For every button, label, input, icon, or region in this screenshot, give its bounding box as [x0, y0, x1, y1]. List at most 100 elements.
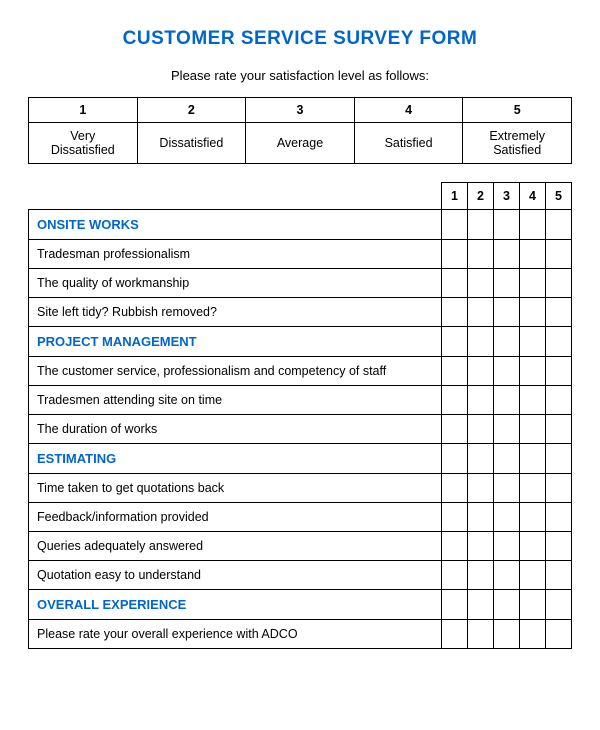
rating-cell[interactable]	[442, 269, 468, 298]
rating-cell[interactable]	[494, 240, 520, 269]
rating-cell[interactable]	[468, 357, 494, 386]
question-text: Feedback/information provided	[29, 503, 442, 532]
rating-cell[interactable]	[442, 532, 468, 561]
rating-cell[interactable]	[546, 298, 572, 327]
rating-cell[interactable]	[468, 474, 494, 503]
rating-cell[interactable]	[494, 357, 520, 386]
rating-cell[interactable]	[520, 503, 546, 532]
rating-cell[interactable]	[442, 357, 468, 386]
col-header-3: 3	[494, 183, 520, 210]
col-header-5: 5	[546, 183, 572, 210]
rating-cell[interactable]	[468, 386, 494, 415]
rating-cell[interactable]	[546, 210, 572, 240]
rating-cell[interactable]	[442, 298, 468, 327]
rating-cell[interactable]	[546, 532, 572, 561]
rating-cell[interactable]	[546, 240, 572, 269]
rating-cell[interactable]	[494, 210, 520, 240]
rating-cell[interactable]	[494, 474, 520, 503]
rating-cell[interactable]	[494, 620, 520, 649]
rating-cell[interactable]	[520, 386, 546, 415]
rating-cell[interactable]	[546, 269, 572, 298]
rating-cell[interactable]	[520, 532, 546, 561]
rating-cell[interactable]	[442, 561, 468, 590]
rating-cell[interactable]	[546, 474, 572, 503]
question-text: Tradesman professionalism	[29, 240, 442, 269]
rating-cell[interactable]	[494, 444, 520, 474]
question-row: Feedback/information provided	[29, 503, 572, 532]
rating-cell[interactable]	[468, 503, 494, 532]
rating-cell[interactable]	[520, 415, 546, 444]
question-row: Quotation easy to understand	[29, 561, 572, 590]
rating-cell[interactable]	[546, 590, 572, 620]
rating-cell[interactable]	[494, 327, 520, 357]
rating-cell[interactable]	[546, 327, 572, 357]
rating-cell[interactable]	[520, 210, 546, 240]
section-heading-row: ESTIMATING	[29, 444, 572, 474]
scale-label-2: Dissatisfied	[137, 123, 246, 164]
rating-cell[interactable]	[546, 357, 572, 386]
rating-cell[interactable]	[520, 561, 546, 590]
rating-cell[interactable]	[546, 444, 572, 474]
rating-cell[interactable]	[442, 503, 468, 532]
rating-cell[interactable]	[442, 415, 468, 444]
question-row: Time taken to get quotations back	[29, 474, 572, 503]
rating-cell[interactable]	[494, 590, 520, 620]
header-spacer	[29, 183, 442, 210]
rating-cell[interactable]	[520, 590, 546, 620]
rating-cell[interactable]	[520, 240, 546, 269]
rating-cell[interactable]	[442, 386, 468, 415]
rating-cell[interactable]	[468, 415, 494, 444]
rating-cell[interactable]	[494, 503, 520, 532]
rating-cell[interactable]	[520, 444, 546, 474]
rating-cell[interactable]	[520, 327, 546, 357]
rating-cell[interactable]	[468, 298, 494, 327]
rating-cell[interactable]	[442, 444, 468, 474]
question-row: Please rate your overall experience with…	[29, 620, 572, 649]
rating-cell[interactable]	[520, 357, 546, 386]
rating-cell[interactable]	[442, 327, 468, 357]
rating-cell[interactable]	[546, 415, 572, 444]
scale-label-4: Satisfied	[354, 123, 463, 164]
rating-cell[interactable]	[494, 298, 520, 327]
scale-label-3: Average	[246, 123, 355, 164]
rating-cell[interactable]	[546, 620, 572, 649]
section-heading: PROJECT MANAGEMENT	[29, 327, 442, 357]
rating-cell[interactable]	[442, 474, 468, 503]
rating-cell[interactable]	[520, 298, 546, 327]
rating-cell[interactable]	[442, 240, 468, 269]
rating-cell[interactable]	[494, 415, 520, 444]
rating-cell[interactable]	[520, 620, 546, 649]
scale-label-1: VeryDissatisfied	[29, 123, 138, 164]
rating-cell[interactable]	[468, 532, 494, 561]
rating-cell[interactable]	[468, 240, 494, 269]
rating-column-header: 1 2 3 4 5	[29, 183, 572, 210]
rating-cell[interactable]	[442, 210, 468, 240]
rating-cell[interactable]	[468, 269, 494, 298]
scale-num-1: 1	[29, 98, 138, 123]
rating-cell[interactable]	[442, 620, 468, 649]
rating-cell[interactable]	[468, 590, 494, 620]
rating-cell[interactable]	[520, 269, 546, 298]
question-row: Tradesmen attending site on time	[29, 386, 572, 415]
rating-cell[interactable]	[520, 474, 546, 503]
col-header-4: 4	[520, 183, 546, 210]
rating-cell[interactable]	[494, 561, 520, 590]
rating-cell[interactable]	[546, 386, 572, 415]
rating-cell[interactable]	[468, 327, 494, 357]
rating-cell[interactable]	[494, 532, 520, 561]
rating-cell[interactable]	[468, 561, 494, 590]
rating-cell[interactable]	[546, 503, 572, 532]
rating-cell[interactable]	[494, 269, 520, 298]
question-text: Quotation easy to understand	[29, 561, 442, 590]
rating-cell[interactable]	[494, 386, 520, 415]
rating-table: 1 2 3 4 5 ONSITE WORKSTradesman professi…	[28, 182, 572, 649]
rating-cell[interactable]	[468, 620, 494, 649]
scale-number-row: 1 2 3 4 5	[29, 98, 572, 123]
section-heading-row: PROJECT MANAGEMENT	[29, 327, 572, 357]
rating-cell[interactable]	[442, 590, 468, 620]
question-row: The quality of workmanship	[29, 269, 572, 298]
scale-num-5: 5	[463, 98, 572, 123]
rating-cell[interactable]	[546, 561, 572, 590]
rating-cell[interactable]	[468, 444, 494, 474]
rating-cell[interactable]	[468, 210, 494, 240]
